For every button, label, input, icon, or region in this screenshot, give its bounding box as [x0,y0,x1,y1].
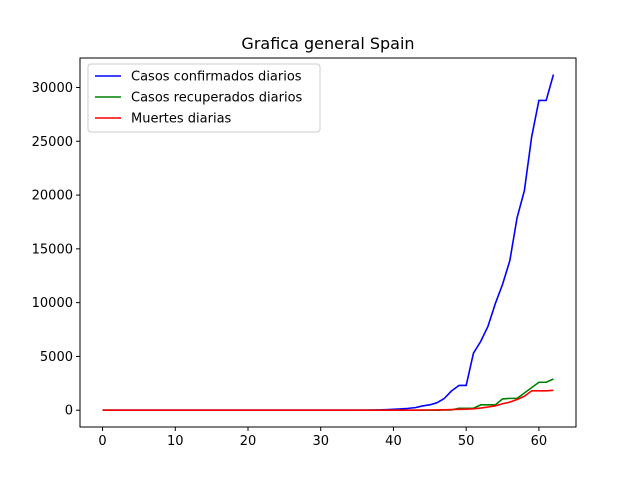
y-axis: 0 5000 10000 15000 20000 25000 30000 [32,81,80,419]
plot-frame [79,57,577,428]
series-lines [102,74,555,412]
x-tick-label: 50 [458,434,475,449]
chart-title: Grafica general Spain [241,34,414,53]
x-tick-label: 20 [240,434,257,449]
x-tick-label: 60 [531,434,548,449]
x-tick-label: 0 [98,434,106,449]
legend: Casos confirmados diarios Casos recuperad… [87,63,321,133]
legend-label: Casos recuperados diarios [131,91,303,106]
x-tick-label: 30 [312,434,329,449]
x-tick-label: 40 [385,434,402,449]
y-tick-label: 10000 [32,296,73,311]
series-line-casos-recuperados-diarios [102,378,554,412]
legend-label: Muertes diarias [131,112,232,127]
y-tick-label: 15000 [32,242,73,257]
legend-label: Casos confirmados diarios [131,70,302,85]
x-axis: 0 10 20 30 40 50 60 [98,427,547,449]
series-line-muertes-diarias [102,389,554,412]
x-tick-label: 10 [167,434,184,449]
y-tick-label: 0 [65,404,73,419]
y-tick-label: 30000 [32,81,73,96]
y-tick-label: 20000 [32,189,73,204]
y-tick-label: 25000 [32,135,73,150]
legend-box [87,63,321,133]
y-tick-label: 5000 [40,350,73,365]
